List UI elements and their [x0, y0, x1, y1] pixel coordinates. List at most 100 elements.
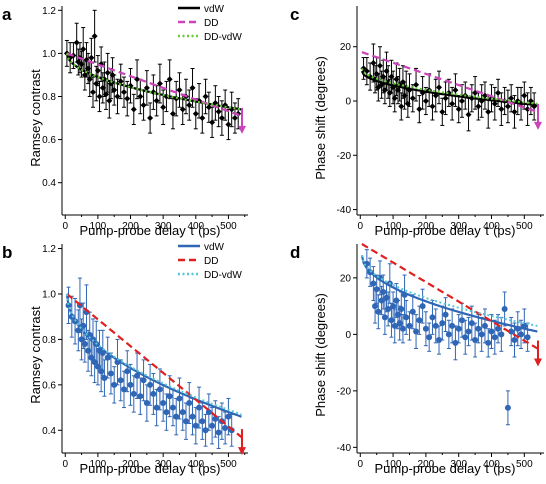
data-point — [212, 415, 219, 422]
data-point — [91, 33, 98, 40]
data-point — [143, 84, 150, 91]
data-point — [508, 328, 515, 335]
data-point — [169, 404, 176, 411]
data-point — [150, 390, 157, 397]
x-tick-label: 100 — [90, 459, 107, 470]
data-point — [398, 305, 405, 312]
data-point — [176, 395, 183, 402]
x-tick-label: 300 — [155, 459, 172, 470]
data-point — [218, 115, 225, 122]
x-tick-label: 0 — [62, 221, 68, 232]
trend-arrow-head — [534, 358, 542, 367]
data-point — [511, 337, 518, 344]
data-point — [104, 69, 111, 76]
fit-curve-dd — [361, 243, 538, 350]
data-point — [127, 381, 134, 388]
data-point — [73, 39, 80, 46]
data-point — [134, 372, 141, 379]
y-tick-label: 0 — [345, 97, 351, 108]
y-axis-label: Ramsey contrast — [28, 69, 43, 167]
data-point — [465, 328, 472, 335]
data-point — [163, 409, 170, 416]
data-point — [111, 87, 118, 94]
y-tick-label: 0.6 — [42, 135, 56, 146]
data-point — [80, 46, 87, 53]
data-point — [124, 368, 131, 375]
y-tick-label: 20 — [340, 42, 352, 53]
data-point — [495, 89, 502, 96]
data-point — [209, 119, 216, 126]
data-point — [511, 108, 518, 115]
data-point — [140, 377, 147, 384]
data-point — [406, 322, 413, 329]
data-point — [455, 106, 462, 113]
y-axis-label: Phase shift (degrees) — [313, 293, 328, 417]
data-point — [186, 102, 193, 109]
data-point — [429, 314, 436, 321]
data-point — [107, 370, 114, 377]
data-point — [422, 325, 429, 332]
y-tick-label: 0 — [345, 330, 351, 341]
data-point — [488, 328, 495, 335]
panel-label: d — [290, 243, 300, 262]
x-axis-label: Pump-probe delay τ (ps) — [375, 223, 516, 238]
x-tick-label: 100 — [385, 221, 402, 232]
data-point — [481, 322, 488, 329]
data-point — [449, 100, 456, 107]
legend-label: DD-vdW — [204, 270, 242, 281]
data-point — [390, 303, 397, 310]
x-tick-label: 500 — [516, 221, 533, 232]
data-point — [472, 337, 479, 344]
x-tick-label: 300 — [450, 221, 467, 232]
x-tick-label: 500 — [220, 459, 237, 470]
data-point — [215, 108, 222, 115]
trend-arrow-head — [534, 121, 542, 130]
y-tick-label: 0.4 — [42, 178, 56, 189]
fit-curve-dd-vdw — [65, 293, 242, 416]
data-point — [455, 325, 462, 332]
data-point — [137, 393, 144, 400]
y-tick-label: 0.8 — [42, 92, 56, 103]
data-point — [403, 314, 410, 321]
trend-arrow-head — [238, 447, 246, 456]
x-tick-label: 200 — [418, 459, 435, 470]
data-point — [398, 103, 405, 110]
data-point — [442, 311, 449, 318]
data-point — [96, 93, 103, 100]
data-point — [508, 95, 515, 102]
x-tick-label: 400 — [483, 459, 500, 470]
data-point — [137, 93, 144, 100]
data-point — [81, 340, 88, 347]
y-tick-label: 0.6 — [42, 380, 56, 391]
data-point — [524, 106, 531, 113]
data-point — [153, 404, 160, 411]
data-point — [478, 331, 485, 338]
x-tick-label: 100 — [90, 221, 107, 232]
fit-curve-dd — [361, 51, 538, 113]
data-point — [94, 67, 101, 74]
x-tick-label: 400 — [187, 459, 204, 470]
data-point — [380, 289, 387, 296]
data-point — [495, 325, 502, 332]
data-point — [445, 331, 452, 338]
data-point — [199, 418, 206, 425]
x-axis-label: Pump-probe delay τ (ps) — [80, 461, 221, 476]
data-point — [166, 393, 173, 400]
y-tick-label: 1.0 — [42, 49, 56, 60]
x-tick-label: 200 — [418, 221, 435, 232]
data-point — [373, 286, 380, 293]
x-tick-label: 0 — [357, 459, 363, 470]
data-point — [491, 100, 498, 107]
data-point — [205, 104, 212, 111]
data-point — [86, 76, 93, 83]
fit-curve-dd — [66, 293, 243, 438]
data-point — [370, 60, 377, 66]
data-point — [498, 106, 505, 113]
data-point — [124, 95, 131, 102]
data-point — [429, 103, 436, 110]
data-point — [88, 54, 95, 61]
data-point — [452, 87, 459, 94]
data-point — [485, 339, 492, 346]
data-point — [439, 108, 446, 115]
data-point — [442, 95, 449, 102]
